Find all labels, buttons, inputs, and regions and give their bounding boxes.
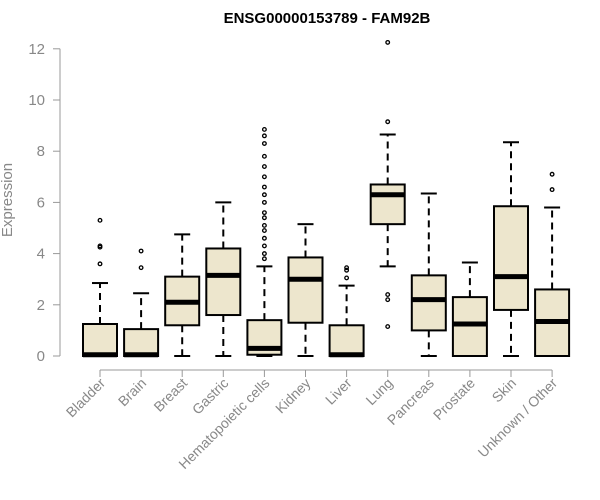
y-axis: 0 2 4 6 8 10 12 <box>28 41 61 365</box>
x-tick-label: Skin <box>489 375 520 406</box>
box-bladder <box>82 217 118 358</box>
outlier-point <box>261 174 267 180</box>
box-iqr <box>410 274 447 332</box>
outlier-point <box>261 133 267 139</box>
x-tick-label: Breast <box>150 375 190 415</box>
outlier-point <box>385 39 391 45</box>
outlier-point <box>97 217 103 223</box>
outlier-point <box>138 265 144 271</box>
outlier-point <box>261 222 267 228</box>
box-iqr <box>205 247 242 317</box>
outlier-point <box>97 243 103 249</box>
y-tick-label: 6 <box>37 194 45 211</box>
y-axis-label: Expression <box>0 163 16 237</box>
box-iqr <box>328 324 365 357</box>
outlier-point <box>261 256 267 262</box>
y-tick-label: 2 <box>37 297 45 314</box>
y-tick-label: 10 <box>28 92 45 109</box>
box-skin <box>493 141 529 357</box>
x-tick-label: Kidney <box>272 375 314 417</box>
outlier-point <box>261 141 267 146</box>
box-iqr <box>369 183 406 226</box>
outlier-point <box>261 184 267 190</box>
outlier-point <box>385 292 391 298</box>
box-kidney <box>287 223 324 357</box>
box-iqr <box>123 328 160 357</box>
outlier-point <box>261 235 267 241</box>
y-tick-label: 12 <box>28 41 45 58</box>
box-prostate <box>451 261 488 357</box>
box-iqr <box>493 205 529 311</box>
box-breast <box>164 233 201 357</box>
outlier-point <box>97 261 103 267</box>
outlier-point <box>261 215 267 221</box>
outlier-point <box>385 119 391 125</box>
outlier-point <box>344 267 350 273</box>
x-tick-label: Liver <box>322 375 355 408</box>
y-tick-label: 8 <box>37 143 45 160</box>
outlier-point <box>261 153 267 159</box>
outlier-point <box>261 228 267 234</box>
outlier-point <box>261 251 267 257</box>
x-tick-label: Brain <box>115 375 149 409</box>
outlier-point <box>261 126 267 132</box>
outlier-point <box>261 199 267 205</box>
box-hematopoietic-cells <box>246 126 283 357</box>
outlier-point <box>344 275 350 281</box>
outlier-point <box>261 210 267 216</box>
outlier-point <box>261 192 267 198</box>
box-liver <box>328 265 365 358</box>
box-brain <box>123 248 160 358</box>
box-iqr <box>451 296 488 357</box>
outlier-point <box>261 164 267 170</box>
x-tick-label: Prostate <box>430 375 478 423</box>
outlier-point <box>344 265 350 271</box>
box-gastric <box>205 201 242 357</box>
x-tick-label: Bladder <box>63 375 109 421</box>
y-tick-label: 4 <box>37 246 45 263</box>
outlier-point <box>385 297 391 303</box>
outlier-point <box>549 171 555 177</box>
x-tick-label: Lung <box>362 375 395 408</box>
outlier-point <box>549 187 555 193</box>
chart-title: ENSG00000153789 - FAM92B <box>224 10 431 27</box>
box-unknown-other <box>534 171 571 357</box>
y-tick-label: 0 <box>37 348 45 365</box>
box-iqr <box>82 323 118 357</box>
box-pancreas <box>410 192 447 357</box>
outlier-point <box>385 324 391 330</box>
plot-area <box>82 39 571 358</box>
outlier-point <box>138 248 144 254</box>
box-lung <box>369 39 406 330</box>
outlier-point <box>261 243 267 249</box>
box-iqr <box>287 256 324 324</box>
